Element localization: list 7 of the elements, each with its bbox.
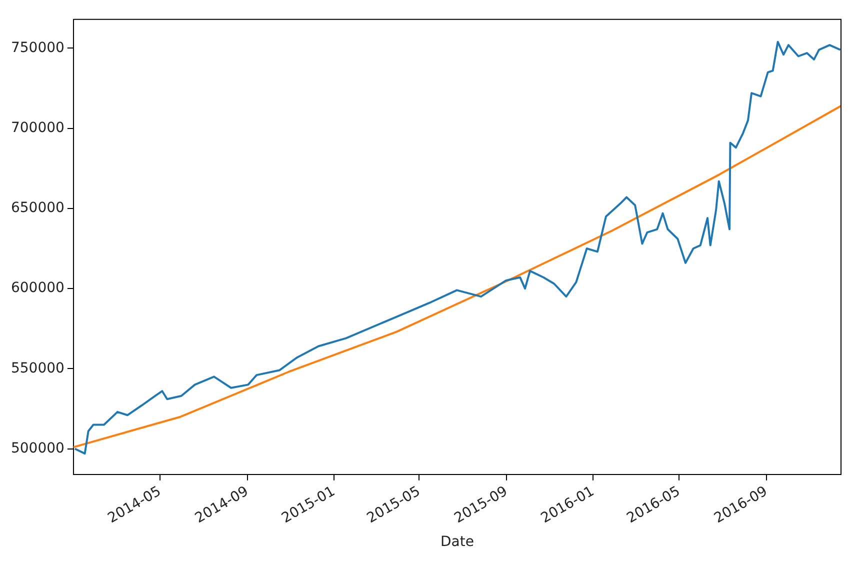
y-tick-label: 550000 (10, 360, 64, 376)
y-tick-label: 700000 (10, 120, 64, 136)
y-tick-label: 650000 (10, 200, 64, 216)
y-tick-label: 600000 (10, 280, 64, 296)
y-tick-label: 750000 (10, 40, 64, 56)
x-axis-title: Date (440, 534, 474, 550)
y-tick-label: 500000 (10, 440, 64, 456)
